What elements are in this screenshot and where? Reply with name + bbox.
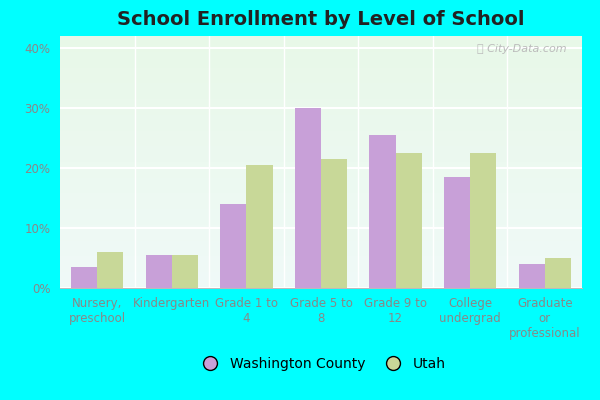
Bar [444, 177, 470, 288]
Bar [321, 159, 347, 288]
Title: School Enrollment by Level of School: School Enrollment by Level of School [117, 10, 525, 29]
Bar [247, 165, 272, 288]
Text: ⛳ City-Data.com: ⛳ City-Data.com [477, 44, 566, 54]
Bar [146, 255, 172, 288]
Bar [470, 153, 496, 288]
Bar [395, 153, 422, 288]
Bar [97, 252, 124, 288]
Legend: Washington County, Utah: Washington County, Utah [191, 352, 451, 377]
Bar [220, 204, 247, 288]
Bar [518, 264, 545, 288]
Bar [295, 108, 321, 288]
Bar [172, 255, 198, 288]
Bar [71, 267, 97, 288]
Bar [545, 258, 571, 288]
Bar [370, 135, 395, 288]
